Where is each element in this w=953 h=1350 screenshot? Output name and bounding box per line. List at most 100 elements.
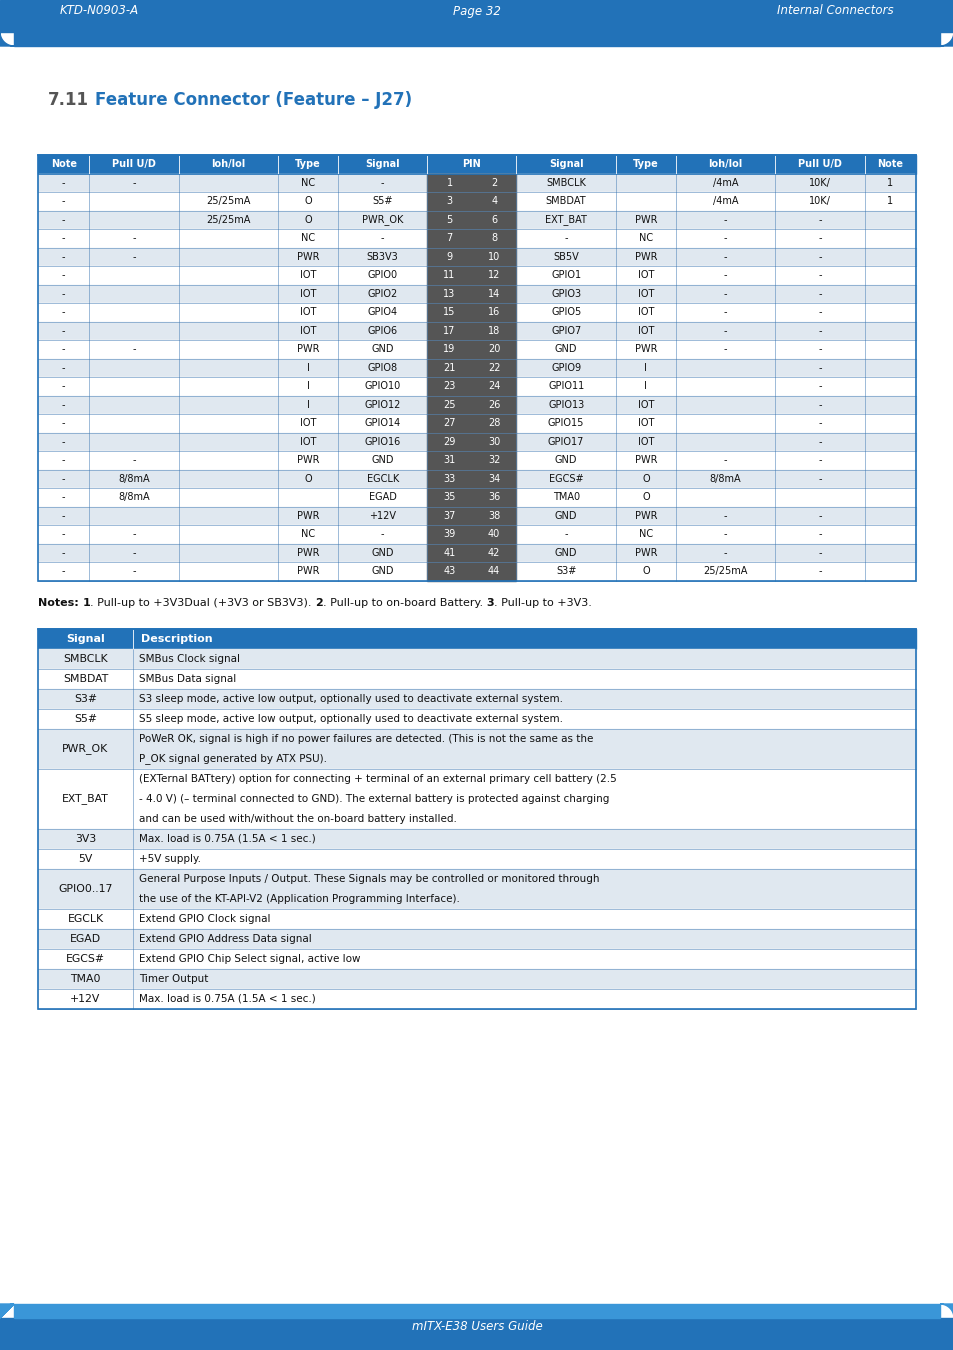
Text: O: O [304, 215, 312, 224]
Text: GPIO12: GPIO12 [364, 400, 400, 410]
Text: GPIO3: GPIO3 [551, 289, 580, 298]
Bar [38, 868, 915, 909]
Polygon shape [0, 1304, 14, 1318]
Text: -: - [723, 234, 726, 243]
Text: -: - [62, 308, 66, 317]
Bar [38, 396, 915, 414]
Text: 17: 17 [443, 325, 456, 336]
Text: -: - [132, 566, 135, 576]
Text: 21: 21 [443, 363, 456, 373]
Bar [427, 432, 516, 451]
Text: -: - [723, 308, 726, 317]
Text: I: I [306, 381, 309, 392]
Text: SMBCLK: SMBCLK [63, 653, 108, 663]
Text: S3#: S3# [556, 566, 576, 576]
Bar [38, 629, 915, 648]
Text: -: - [62, 215, 66, 224]
Text: -: - [818, 251, 821, 262]
Text: 33: 33 [443, 474, 456, 483]
Bar [38, 768, 915, 829]
Text: 34: 34 [488, 474, 499, 483]
Text: O: O [641, 493, 649, 502]
Text: 11: 11 [443, 270, 456, 281]
Text: PWR_OK: PWR_OK [361, 215, 403, 225]
Text: GPIO15: GPIO15 [547, 418, 584, 428]
Text: PWR: PWR [634, 215, 657, 224]
Text: -: - [62, 325, 66, 336]
Text: -: - [62, 510, 66, 521]
Bar [427, 266, 516, 285]
Text: IOT: IOT [299, 437, 316, 447]
Text: IOT: IOT [637, 308, 654, 317]
Text: -: - [380, 529, 384, 539]
Text: PWR: PWR [634, 251, 657, 262]
Text: 8/8mA: 8/8mA [709, 474, 740, 483]
Text: Timer Output: Timer Output [139, 973, 208, 984]
Text: -: - [723, 455, 726, 466]
Bar [38, 470, 915, 487]
Text: 25/25mA: 25/25mA [206, 196, 251, 207]
Text: EGCS#: EGCS# [66, 953, 105, 964]
Text: GPIO0..17: GPIO0..17 [58, 883, 112, 894]
Text: 41: 41 [443, 548, 456, 558]
Text: PWR_OK: PWR_OK [62, 743, 109, 753]
Text: Extend GPIO Address Data signal: Extend GPIO Address Data signal [139, 933, 312, 944]
Text: GPIO8: GPIO8 [367, 363, 397, 373]
Text: SMBCLK: SMBCLK [546, 178, 585, 188]
Text: 24: 24 [487, 381, 499, 392]
Text: -: - [62, 455, 66, 466]
Text: S5#: S5# [372, 196, 393, 207]
Text: NC: NC [639, 529, 652, 539]
Text: IOT: IOT [299, 289, 316, 298]
Text: PWR: PWR [296, 566, 319, 576]
Text: -: - [132, 344, 135, 354]
Text: -: - [62, 251, 66, 262]
Text: 10K/: 10K/ [808, 196, 830, 207]
Bar [427, 451, 516, 470]
Text: SMBDAT: SMBDAT [63, 674, 108, 683]
Text: 40: 40 [488, 529, 499, 539]
Text: 25: 25 [443, 400, 456, 410]
Text: -: - [564, 529, 567, 539]
Text: EXT_BAT: EXT_BAT [545, 215, 586, 225]
Text: GND: GND [371, 455, 394, 466]
Text: -: - [62, 363, 66, 373]
Text: Ioh/Iol: Ioh/Iol [211, 159, 245, 169]
Bar [427, 544, 516, 562]
Bar [38, 211, 915, 230]
Text: 1: 1 [886, 178, 892, 188]
Text: P_OK signal generated by ATX PSU).: P_OK signal generated by ATX PSU). [139, 753, 327, 764]
Text: -: - [818, 474, 821, 483]
Text: GND: GND [555, 548, 577, 558]
Text: EGCLK: EGCLK [366, 474, 398, 483]
Text: 12: 12 [487, 270, 499, 281]
Text: PWR: PWR [634, 510, 657, 521]
Text: O: O [304, 474, 312, 483]
Bar [38, 359, 915, 377]
Bar [38, 929, 915, 949]
Text: KTD-N0903-A: KTD-N0903-A [60, 4, 139, 18]
Text: GPIO5: GPIO5 [551, 308, 580, 317]
Text: -: - [62, 400, 66, 410]
Text: GPIO1: GPIO1 [551, 270, 580, 281]
Bar [0, 1318, 953, 1350]
Bar [38, 829, 915, 849]
Bar [14, 32, 939, 46]
Text: 10K/: 10K/ [808, 178, 830, 188]
Bar [427, 414, 516, 432]
Text: -: - [723, 289, 726, 298]
Bar [38, 629, 915, 1008]
Text: -: - [818, 455, 821, 466]
Text: (EXTernal BATtery) option for connecting + terminal of an external primary cell : (EXTernal BATtery) option for connecting… [139, 774, 616, 783]
Text: GPIO17: GPIO17 [547, 437, 584, 447]
Text: 35: 35 [443, 493, 456, 502]
Text: GND: GND [555, 344, 577, 354]
Bar [14, 1304, 939, 1318]
Text: 7.11: 7.11 [48, 90, 89, 109]
Text: NC: NC [301, 529, 314, 539]
Bar [0, 0, 953, 32]
Bar [38, 729, 915, 768]
Text: Feature Connector (Feature – J27): Feature Connector (Feature – J27) [95, 90, 412, 109]
Bar [38, 909, 915, 929]
Text: GND: GND [555, 455, 577, 466]
